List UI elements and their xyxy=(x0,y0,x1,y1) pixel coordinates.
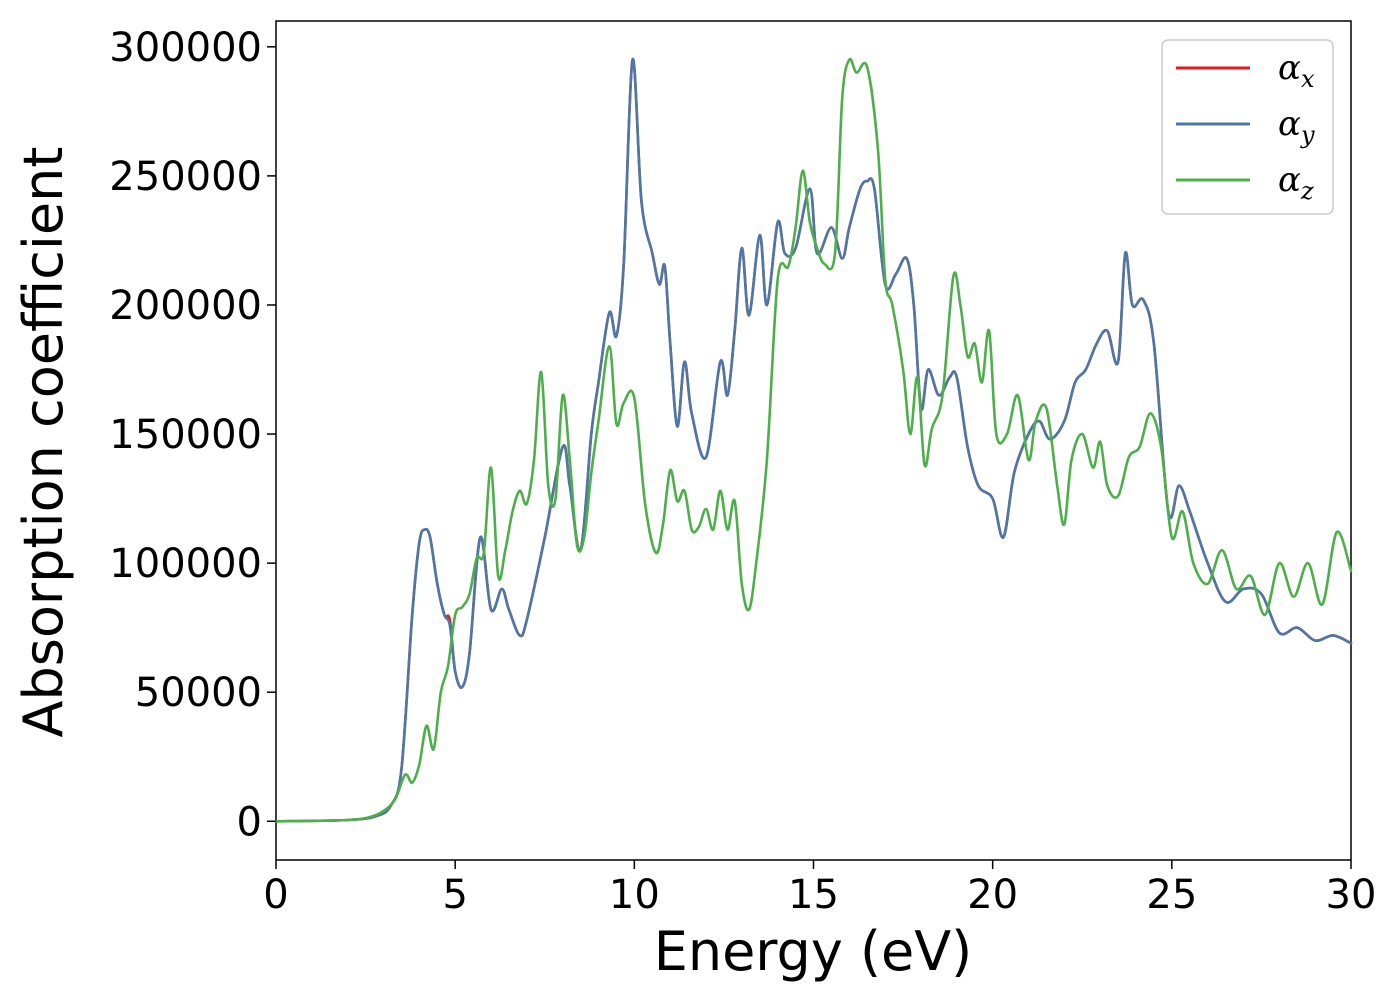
x-axis-label: Energy (eV) xyxy=(654,920,973,983)
legend-label-z: αz xyxy=(1278,160,1314,205)
legend-symbol: α xyxy=(1278,160,1301,200)
y-tick-label: 50000 xyxy=(135,670,262,716)
y-tick-label: 200000 xyxy=(109,283,262,329)
x-tick-label: 0 xyxy=(263,872,288,918)
x-axis-ticks: 0 5 10 15 20 25 30 xyxy=(263,860,1376,918)
y-tick-label: 300000 xyxy=(109,25,262,71)
x-tick-label: 30 xyxy=(1326,872,1377,918)
y-axis-ticks: 0 50000 100000 150000 200000 250000 300000 xyxy=(109,25,276,845)
x-tick-label: 20 xyxy=(967,872,1018,918)
legend-symbol: α xyxy=(1278,48,1301,88)
x-tick-label: 5 xyxy=(442,872,467,918)
y-tick-label: 0 xyxy=(237,799,262,845)
legend-subscript: y xyxy=(1300,121,1315,149)
x-tick-label: 10 xyxy=(609,872,660,918)
x-tick-label: 15 xyxy=(788,872,839,918)
legend-subscript: z xyxy=(1300,177,1314,205)
y-tick-label: 250000 xyxy=(109,154,262,200)
legend-label-y: αy xyxy=(1278,104,1315,149)
legend-subscript: x xyxy=(1301,65,1315,93)
legend-symbol: α xyxy=(1278,104,1301,144)
series-line-z xyxy=(274,57,1353,823)
legend-box xyxy=(1161,39,1334,215)
legend-label-x: αx xyxy=(1278,48,1315,93)
y-axis-label: Absorption coefficient xyxy=(12,147,75,738)
series-line-y xyxy=(274,58,1353,823)
series-lines xyxy=(274,57,1353,823)
y-tick-label: 150000 xyxy=(109,412,262,458)
y-tick-label: 100000 xyxy=(109,541,262,587)
x-tick-label: 25 xyxy=(1146,872,1197,918)
